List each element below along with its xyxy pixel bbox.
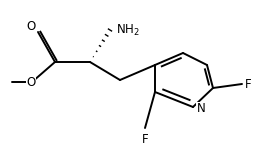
Text: F: F bbox=[142, 133, 148, 146]
Text: NH$_2$: NH$_2$ bbox=[116, 22, 140, 38]
Text: F: F bbox=[245, 78, 252, 91]
Text: N: N bbox=[197, 102, 206, 115]
Text: O: O bbox=[26, 77, 36, 89]
Text: O: O bbox=[27, 20, 36, 33]
